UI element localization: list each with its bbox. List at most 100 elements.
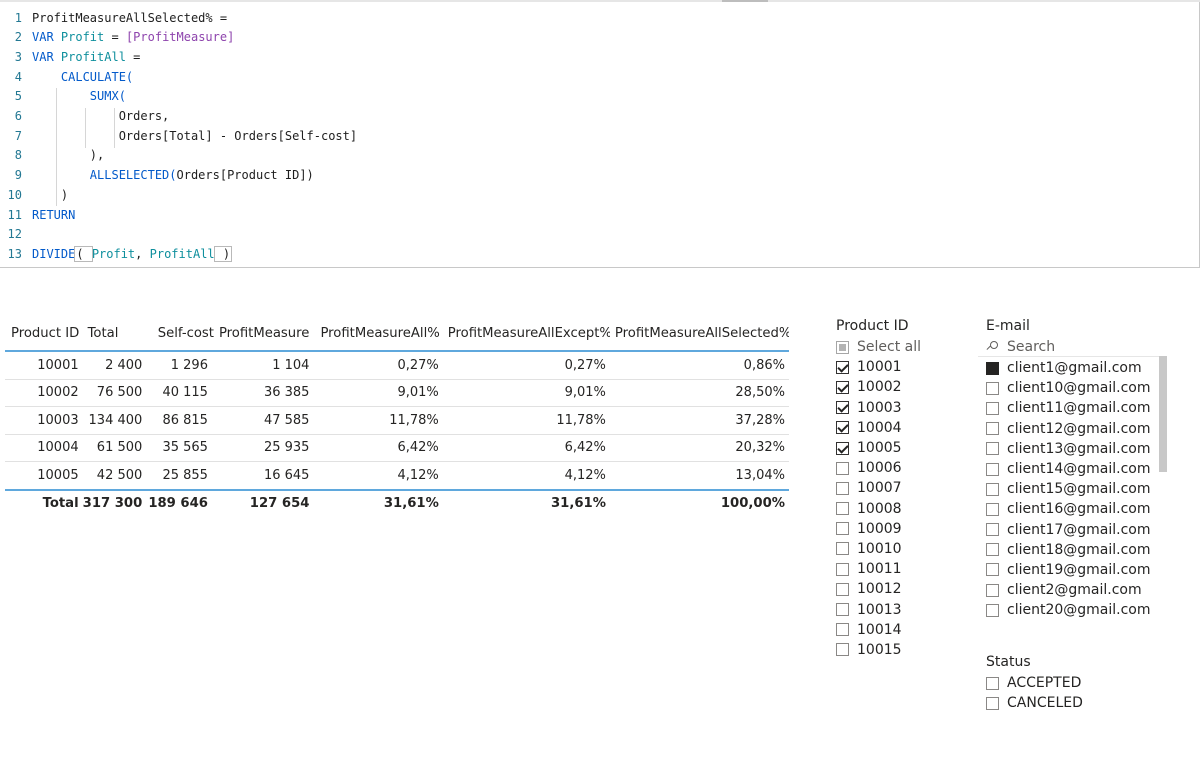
checkbox[interactable]: [986, 381, 999, 395]
checkbox[interactable]: [986, 422, 999, 436]
checkbox[interactable]: [836, 421, 849, 435]
checkbox[interactable]: [986, 676, 999, 690]
cell-profit-measure-all-selected: 13,04%: [735, 467, 785, 483]
editor-splitter-handle[interactable]: [722, 0, 768, 2]
total-self-cost: 189 646: [148, 496, 208, 511]
slicer-item[interactable]: 10001: [836, 357, 966, 377]
slicer-item[interactable]: client20@gmail.com: [986, 600, 1166, 620]
slicer-item[interactable]: 10004: [836, 418, 966, 438]
code-line[interactable]: 1 ProfitMeasureAllSelected% =: [0, 9, 227, 29]
header-profit-measure-all-selected[interactable]: ProfitMeasureAllSelected%: [614, 325, 789, 341]
email-scrollbar[interactable]: [1159, 356, 1167, 472]
code-line[interactable]: 11 RETURN: [0, 206, 76, 226]
checkbox[interactable]: [836, 623, 849, 637]
item-label: client16@gmail.com: [1007, 501, 1151, 518]
checkbox[interactable]: [836, 461, 849, 475]
code-line[interactable]: 5 SUMX(: [0, 87, 126, 107]
slicer-item[interactable]: client12@gmail.com: [986, 419, 1166, 439]
checkbox[interactable]: [836, 522, 849, 536]
code-line[interactable]: 3 VAR ProfitAll =: [0, 48, 141, 68]
header-profit-measure-all[interactable]: ProfitMeasureAll%: [320, 325, 440, 341]
slicer-item[interactable]: 10007: [836, 478, 966, 498]
slicer-item[interactable]: 10002: [836, 377, 966, 397]
header-product-id[interactable]: Product ID: [11, 325, 80, 341]
code-line[interactable]: 7 Orders[Total] - Orders[Self-cost]: [0, 127, 357, 147]
table-row[interactable]: 10003 134 400 86 815 47 585 11,78% 11,78% 37,2…: [5, 407, 789, 435]
code-line[interactable]: 9 ALLSELECTED(Orders[Product ID]): [0, 166, 314, 186]
checkbox[interactable]: [986, 543, 999, 557]
checkbox[interactable]: [986, 502, 999, 516]
slicer-item[interactable]: client14@gmail.com: [986, 459, 1166, 479]
checkbox[interactable]: [986, 603, 999, 617]
code-token: ProfitAll: [60, 49, 126, 64]
select-all-item[interactable]: Select all: [836, 337, 966, 357]
slicer-item[interactable]: client10@gmail.com: [986, 378, 1166, 398]
checkbox[interactable]: [836, 360, 849, 374]
checkbox[interactable]: [986, 442, 999, 456]
email-search-input[interactable]: Search: [986, 337, 1166, 357]
slicer-item[interactable]: client2@gmail.com: [986, 580, 1166, 600]
slicer-item[interactable]: 10010: [836, 539, 966, 559]
checkbox[interactable]: [986, 523, 999, 537]
slicer-item[interactable]: client13@gmail.com: [986, 439, 1166, 459]
checkbox[interactable]: [836, 643, 849, 657]
checkbox[interactable]: [986, 361, 999, 375]
checkbox[interactable]: [986, 696, 999, 710]
checkbox[interactable]: [836, 441, 849, 455]
slicer-item[interactable]: 10003: [836, 398, 966, 418]
checkbox[interactable]: [836, 562, 849, 576]
checkbox[interactable]: [836, 542, 849, 556]
table-row[interactable]: 10002 76 500 40 115 36 385 9,01% 9,01% 28,50%: [5, 380, 789, 407]
slicer-item[interactable]: 10011: [836, 559, 966, 579]
slicer-item[interactable]: 10009: [836, 519, 966, 539]
checkbox[interactable]: [986, 401, 999, 415]
table-row[interactable]: 10001 2 400 1 296 1 104 0,27% 0,27% 0,86%: [5, 352, 789, 380]
slicer-item[interactable]: 10012: [836, 579, 966, 599]
header-total[interactable]: Total: [87, 325, 119, 341]
slicer-item[interactable]: client15@gmail.com: [986, 479, 1166, 499]
slicer-title: E-mail: [986, 318, 1030, 334]
slicer-item[interactable]: client18@gmail.com: [986, 540, 1166, 560]
table-row[interactable]: 10004 61 500 35 565 25 935 6,42% 6,42% 20,32%: [5, 435, 789, 462]
slicer-item[interactable]: 10008: [836, 499, 966, 519]
checkbox[interactable]: [836, 481, 849, 495]
checkbox[interactable]: [986, 583, 999, 597]
slicer-item[interactable]: 10014: [836, 620, 966, 640]
item-label: 10013: [857, 601, 902, 618]
header-profit-measure[interactable]: ProfitMeasure: [218, 325, 310, 341]
slicer-item[interactable]: client19@gmail.com: [986, 560, 1166, 580]
code-line[interactable]: 10 ): [0, 186, 69, 206]
slicer-item[interactable]: client11@gmail.com: [986, 398, 1166, 418]
code-line[interactable]: 4 CALCULATE(: [0, 68, 133, 88]
header-self-cost[interactable]: Self-cost: [157, 325, 214, 341]
select-all-checkbox[interactable]: [836, 340, 849, 354]
slicer-item[interactable]: client16@gmail.com: [986, 499, 1166, 519]
checkbox[interactable]: [836, 380, 849, 394]
slicer-item[interactable]: 10015: [836, 640, 966, 660]
checkbox[interactable]: [836, 502, 849, 516]
slicer-item[interactable]: CANCELED: [986, 693, 1166, 713]
slicer-item[interactable]: client17@gmail.com: [986, 520, 1166, 540]
table-row[interactable]: 10005 42 500 25 855 16 645 4,12% 4,12% 13,04%: [5, 462, 789, 489]
header-profit-measure-all-except[interactable]: ProfitMeasureAllExcept%: [447, 325, 610, 341]
item-label: 10007: [857, 480, 902, 497]
checkbox[interactable]: [836, 401, 849, 415]
slicer-item[interactable]: 10006: [836, 458, 966, 478]
checkbox[interactable]: [836, 603, 849, 617]
slicer-item[interactable]: 10013: [836, 599, 966, 619]
code-line[interactable]: 6 Orders,: [0, 107, 170, 127]
code-line[interactable]: 13 DIVIDE( Profit, ProfitAll ): [0, 245, 233, 265]
code-line[interactable]: 12: [0, 225, 32, 245]
checkbox[interactable]: [986, 482, 999, 496]
checkbox[interactable]: [986, 563, 999, 577]
checkbox[interactable]: [986, 462, 999, 476]
code-line[interactable]: 8 ),: [0, 146, 104, 166]
item-label: client11@gmail.com: [1007, 400, 1151, 417]
dax-formula-editor[interactable]: 1 ProfitMeasureAllSelected% = 2 VAR Profit …: [0, 0, 1200, 268]
slicer-item[interactable]: 10005: [836, 438, 966, 458]
slicer-item[interactable]: client1@gmail.com: [986, 358, 1166, 378]
code-line[interactable]: 2 VAR Profit = [ProfitMeasure]: [0, 28, 235, 48]
slicer-item[interactable]: ACCEPTED: [986, 673, 1166, 693]
table-visual[interactable]: Product ID Total Self-cost ProfitMeasure…: [5, 316, 789, 517]
checkbox[interactable]: [836, 582, 849, 596]
